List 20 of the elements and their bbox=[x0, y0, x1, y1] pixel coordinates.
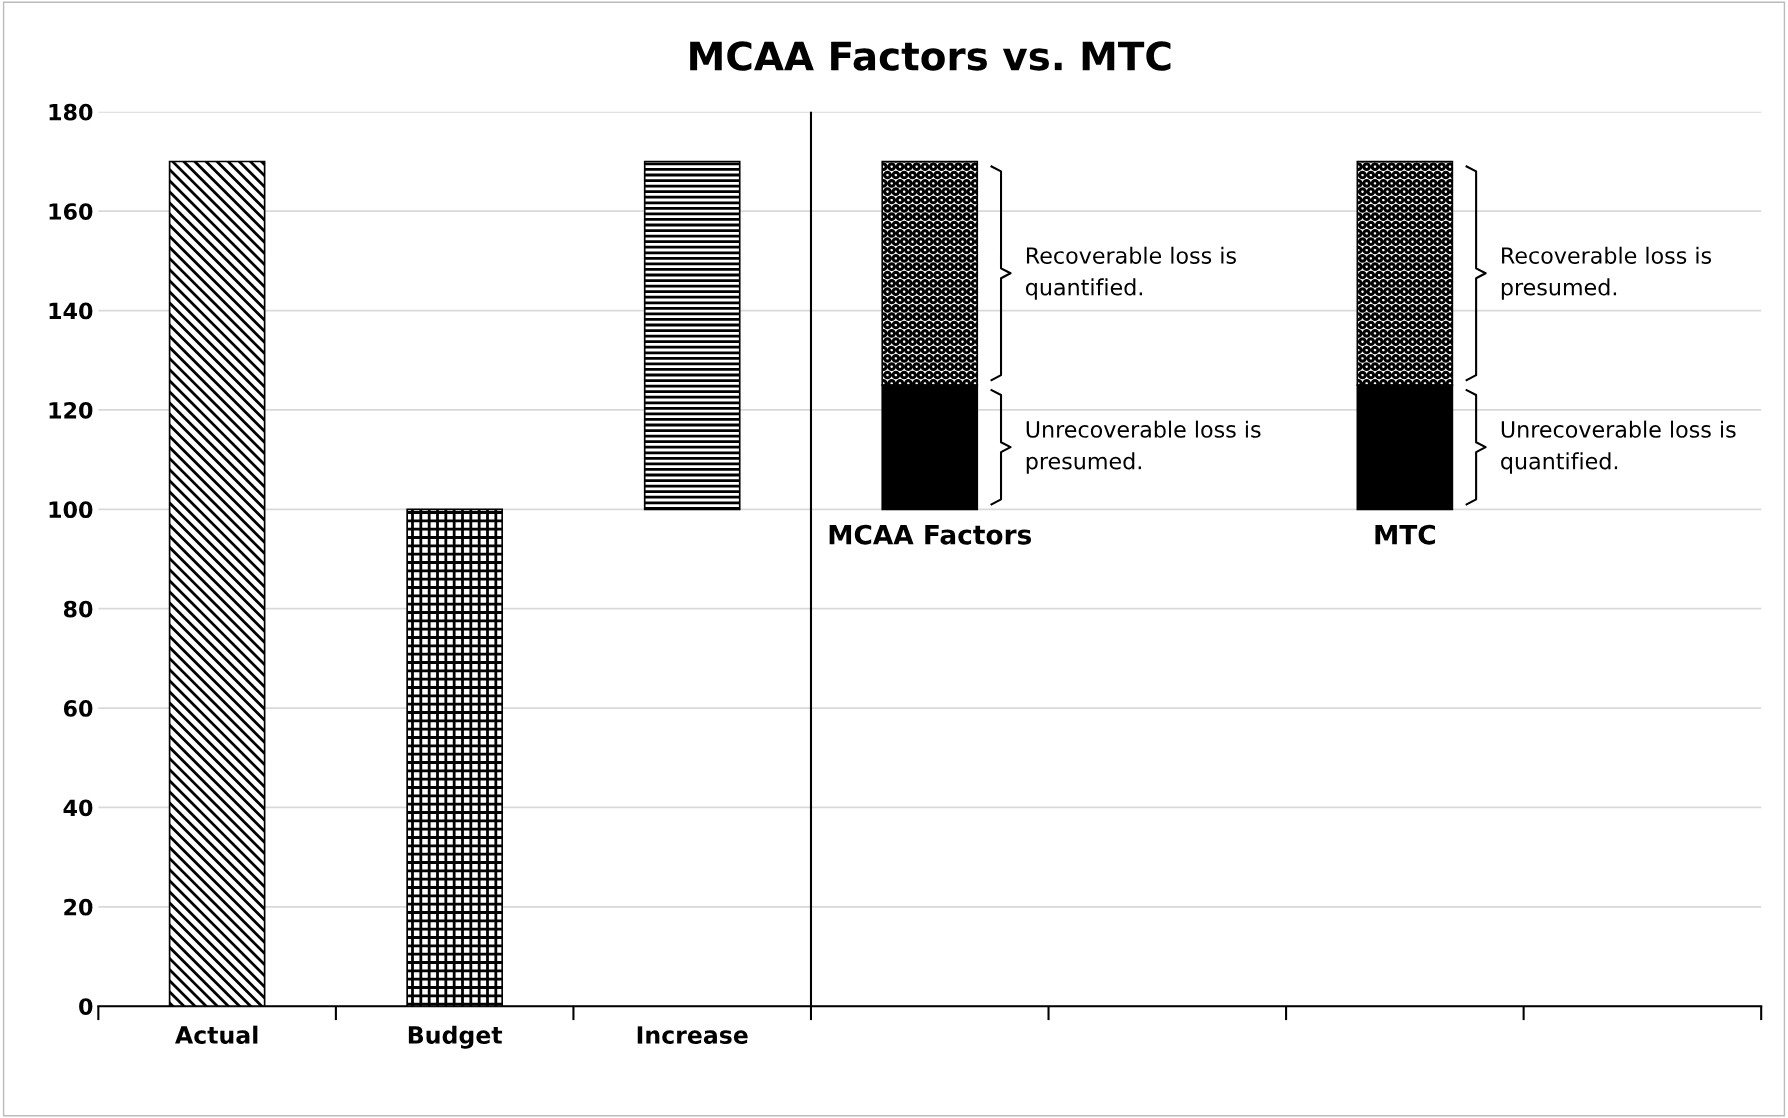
annotation: MTC bbox=[1375, 524, 1435, 545]
annotation: Recoverable loss is presumed. bbox=[1501, 246, 1712, 300]
y-tick-label: 80 bbox=[63, 600, 93, 618]
annotation: Unrecoverable loss is quantified. bbox=[1501, 420, 1736, 474]
annotation: Unrecoverable loss is presumed. bbox=[1026, 420, 1261, 474]
y-tick-label: 160 bbox=[49, 203, 93, 220]
annotation: Recoverable loss is quantified. bbox=[1026, 246, 1236, 300]
y-tick-label: 180 bbox=[49, 103, 93, 121]
y-tick-label: 100 bbox=[49, 501, 93, 519]
y-tick-label: 140 bbox=[49, 302, 93, 320]
chart-title: MCAA Factors vs. MTC bbox=[690, 41, 1171, 71]
y-tick-label: 20 bbox=[64, 898, 93, 916]
y-tick-label: 0 bbox=[79, 998, 93, 1015]
y-tick-label: 120 bbox=[49, 401, 93, 419]
x-tick-label: Actual bbox=[175, 1025, 258, 1044]
x-tick-label: Increase bbox=[637, 1026, 748, 1044]
annotation: MCAA Factors bbox=[829, 524, 1032, 545]
y-tick-label: 40 bbox=[63, 799, 93, 817]
x-tick-label: Budget bbox=[408, 1025, 503, 1049]
y-tick-label: 60 bbox=[63, 700, 93, 717]
